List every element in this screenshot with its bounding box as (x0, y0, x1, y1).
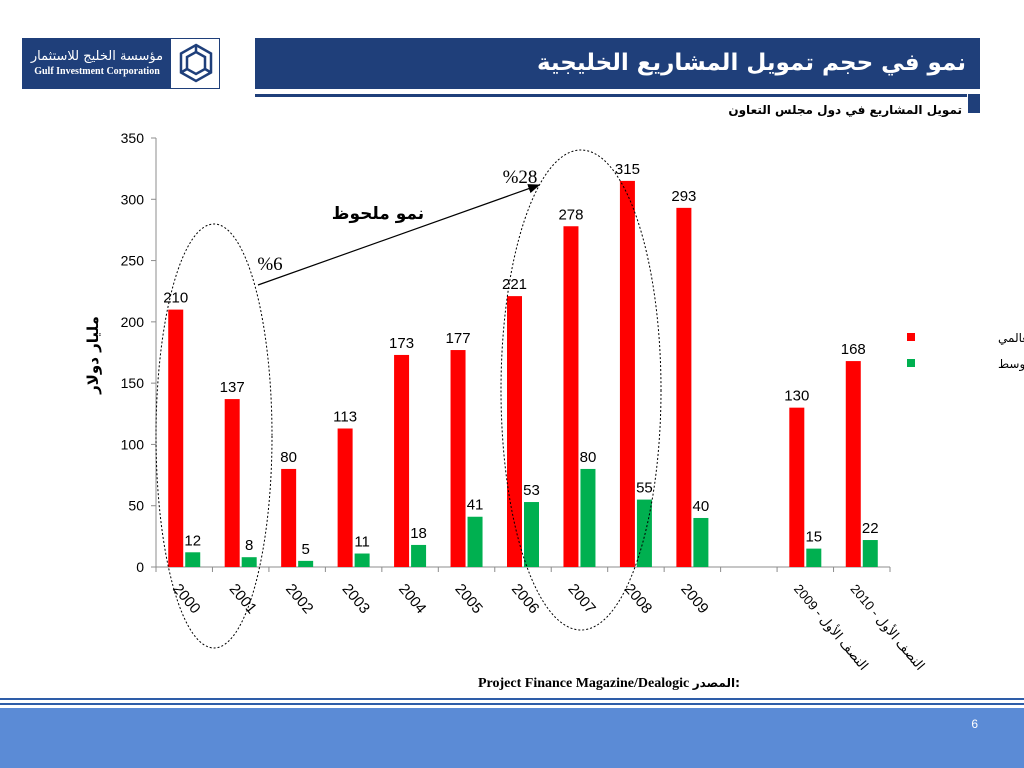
bar-middle-east (580, 468, 596, 567)
title-corner-square (968, 94, 980, 113)
x-category-label: 2007 (564, 581, 598, 617)
legend-swatch (907, 333, 915, 341)
x-category-label: 2006 (508, 581, 542, 617)
data-label-global: 177 (446, 330, 471, 347)
growth-annotation-label: نمو ملحوظ (332, 204, 424, 224)
growth-pct-late: %28 (503, 167, 538, 188)
bar-middle-east (354, 553, 370, 567)
data-label-middle-east: 18 (410, 525, 427, 542)
data-label-global: 168 (841, 341, 866, 358)
data-label-middle-east: 5 (301, 541, 309, 558)
growth-pct-early: %6 (257, 254, 282, 275)
y-tick-label: 300 (121, 191, 145, 207)
data-label-global: 80 (280, 449, 297, 466)
data-label-global: 278 (558, 206, 583, 223)
page-number: 6 (971, 717, 978, 731)
legend-swatch (907, 359, 915, 367)
data-label-global: 315 (615, 161, 640, 178)
footer-rule-bottom (0, 703, 1024, 705)
slide-subtitle: تمويل المشاريع في دول مجلس التعاون (728, 103, 962, 117)
bar-global (168, 309, 184, 567)
x-category-label: 2004 (395, 581, 429, 617)
logo-english-name: Gulf Investment Corporation (34, 66, 160, 77)
growth-arrow (257, 184, 541, 286)
y-tick-label: 50 (128, 498, 144, 514)
bar-global (337, 428, 353, 567)
data-label-middle-east: 80 (580, 449, 597, 466)
data-label-middle-east: 11 (354, 534, 370, 551)
bar-global (845, 361, 861, 567)
data-label-middle-east: 22 (862, 520, 879, 537)
y-axis-title: مليار دولار (84, 316, 102, 395)
data-label-global: 130 (784, 388, 809, 405)
source-text: Project Finance Magazine/Dealogic (478, 676, 690, 691)
x-category-label: 2005 (451, 581, 485, 617)
data-label-global: 173 (389, 335, 414, 352)
bar-middle-east (862, 540, 878, 567)
bar-global (619, 180, 635, 567)
data-label-global: 293 (671, 188, 696, 205)
data-label-global: 210 (163, 290, 188, 307)
bar-global (394, 354, 410, 567)
data-label-global: 221 (502, 276, 527, 293)
x-category-label: 2001 (226, 581, 260, 617)
bar-global (281, 468, 297, 567)
bar-global (563, 226, 579, 567)
bar-global (507, 296, 522, 567)
title-bar: نمو في حجم تمويل المشاريع الخليجية (255, 38, 980, 89)
y-tick-label: 350 (121, 130, 145, 146)
x-category-label: 2002 (282, 581, 316, 617)
data-label-middle-east: 41 (467, 497, 484, 514)
bar-middle-east (806, 548, 822, 567)
x-category-label: 2003 (339, 581, 373, 617)
company-logo: مؤسسة الخليج للاستثمار Gulf Investment C… (22, 38, 220, 89)
source-note: Project Finance Magazine/Dealogic المصدر… (478, 676, 740, 692)
data-label-global: 113 (333, 408, 357, 425)
bar-global (789, 407, 805, 567)
data-label-middle-east: 40 (693, 498, 710, 515)
footer-rule-top (0, 698, 1024, 700)
y-tick-label: 0 (136, 559, 144, 575)
x-category-label: 2000 (169, 581, 203, 617)
logo-text-block: مؤسسة الخليج للاستثمار Gulf Investment C… (23, 39, 171, 88)
data-label-middle-east: 55 (636, 480, 653, 497)
bar-global (450, 350, 466, 567)
x-category-label: 2008 (621, 581, 655, 617)
legend-label: الشرق الأوسط (998, 356, 1024, 372)
bar-middle-east (693, 517, 709, 567)
bar-global (676, 207, 692, 567)
legend-label: العالمي (998, 331, 1024, 345)
highlight-ellipse-late (500, 149, 662, 631)
gic-hexagon-logo-icon (179, 43, 213, 83)
y-tick-label: 200 (121, 314, 145, 330)
data-label-global: 137 (220, 379, 245, 396)
data-label-middle-east: 8 (245, 537, 253, 554)
title-underline (255, 94, 967, 97)
data-label-middle-east: 15 (805, 529, 822, 546)
bar-middle-east (524, 502, 539, 567)
y-tick-label: 100 (121, 436, 145, 452)
bar-global (224, 399, 240, 567)
highlight-ellipse-early (155, 223, 273, 649)
x-category-label: 2009 (677, 581, 711, 617)
y-tick-label: 250 (121, 253, 145, 269)
project-finance-bar-chart: 0 50 100 150 200 250 300 350 مليار دولار 210 12 200… (84, 130, 1024, 674)
y-tick-label: 150 (121, 375, 145, 391)
bar-middle-east (241, 557, 257, 567)
bar-middle-east (467, 516, 483, 567)
data-label-middle-east: 12 (184, 532, 201, 549)
source-label: المصدر: (692, 676, 740, 690)
bar-middle-east (298, 560, 314, 567)
bar-middle-east (411, 544, 427, 567)
logo-arabic-name: مؤسسة الخليج للاستثمار (30, 49, 164, 64)
footer-bar (0, 708, 1024, 768)
slide-title: نمو في حجم تمويل المشاريع الخليجية (536, 50, 966, 76)
data-label-middle-east: 53 (523, 482, 540, 499)
bar-middle-east (185, 552, 201, 567)
bar-middle-east (636, 499, 652, 567)
